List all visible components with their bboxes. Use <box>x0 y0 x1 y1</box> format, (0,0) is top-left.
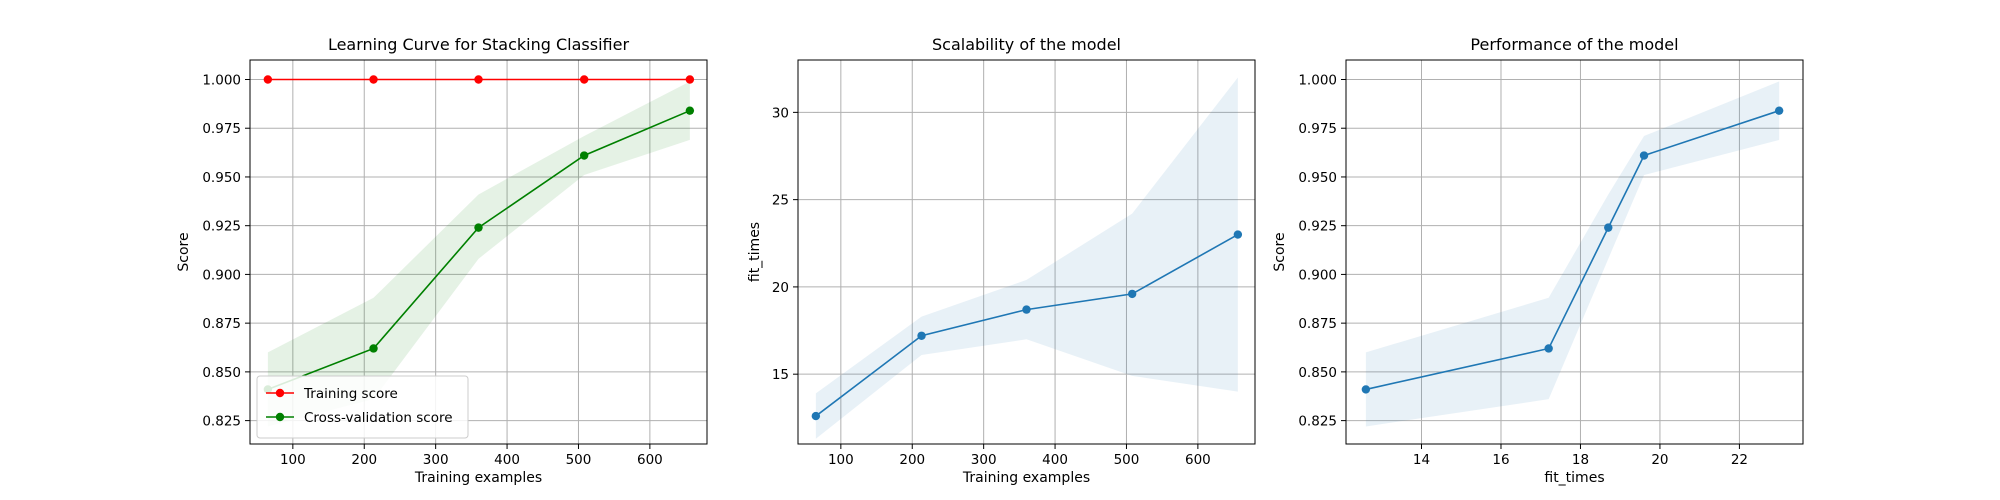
y-tick-label: 0.825 <box>1298 414 1337 430</box>
data-point <box>579 75 589 84</box>
y-tick-label: 0.850 <box>202 365 241 381</box>
axes-frame <box>1345 59 1804 445</box>
y-tick-label: 25 <box>772 193 789 209</box>
y-tick-label: 15 <box>772 367 789 383</box>
chart-title: Learning Curve for Stacking Classifier <box>328 35 630 54</box>
y-tick-label: 0.950 <box>202 170 241 186</box>
x-axis-label: fit_times <box>1544 470 1604 486</box>
x-tick-label: 400 <box>494 452 520 468</box>
y-tick-label: 30 <box>772 105 789 121</box>
y-tick-label: 0.875 <box>202 316 241 332</box>
chart-title: Scalability of the model <box>932 35 1121 54</box>
x-tick-label: 22 <box>1731 452 1748 468</box>
y-tick-label: 1.000 <box>1298 72 1337 88</box>
x-tick-label: 300 <box>423 452 449 468</box>
legend: Training score Cross-validation score <box>256 375 469 439</box>
y-tick-label: 0.950 <box>1298 170 1337 186</box>
x-tick-label: 600 <box>637 452 663 468</box>
legend-marker <box>275 388 285 398</box>
x-tick-label: 300 <box>971 452 997 468</box>
y-tick-label: 0.975 <box>202 121 241 137</box>
x-tick-label: 14 <box>1413 452 1430 468</box>
y-tick-label: 0.925 <box>1298 219 1337 235</box>
legend-marker <box>275 412 285 422</box>
data-point <box>263 75 273 84</box>
y-tick-label: 0.825 <box>202 414 241 430</box>
y-tick-label: 0.975 <box>1298 121 1337 137</box>
chart-panel-1: 100 200 300 400 500 600 0.825 0.850 0.875 0.900 0.… <box>176 35 708 486</box>
x-tick-label: 500 <box>566 452 592 468</box>
axes-frame <box>249 59 708 445</box>
data-point <box>685 75 695 84</box>
data-point <box>1127 289 1137 299</box>
data-point <box>474 75 483 84</box>
data-point <box>1604 223 1613 232</box>
data-point <box>917 331 926 340</box>
confidence-band <box>1365 81 1780 427</box>
legend-label: Cross-validation score <box>304 410 453 426</box>
data-point <box>1544 344 1553 353</box>
data-point <box>1639 151 1649 160</box>
x-tick-label: 200 <box>351 452 377 468</box>
data-point <box>685 106 695 115</box>
data-point <box>1361 385 1371 394</box>
chart-panel-2: 100 200 300 400 500 600 15 20 25 30 Scalability of… <box>747 35 1256 486</box>
x-tick-label: 200 <box>899 452 925 468</box>
data-point <box>369 75 378 84</box>
legend-label: Training score <box>303 386 398 402</box>
data-point <box>811 411 821 421</box>
confidence-band <box>267 81 690 427</box>
y-axis-label: Score <box>176 232 192 271</box>
x-tick-label: 500 <box>1114 452 1140 468</box>
data-point <box>1774 106 1784 115</box>
data-point <box>579 151 589 160</box>
x-tick-label: 20 <box>1651 452 1668 468</box>
x-axis-label: Training examples <box>414 470 542 486</box>
data-point <box>1022 305 1031 314</box>
x-axis-label: Training examples <box>962 470 1090 486</box>
x-tick-label: 16 <box>1492 452 1509 468</box>
data-point <box>369 344 378 353</box>
x-tick-label: 400 <box>1042 452 1068 468</box>
data-point <box>1233 230 1243 239</box>
y-tick-label: 0.925 <box>202 219 241 235</box>
legend-box <box>256 375 469 439</box>
y-axis-label: Score <box>1272 232 1288 271</box>
y-tick-label: 1.000 <box>202 72 241 88</box>
y-tick-label: 0.900 <box>202 267 241 283</box>
y-tick-label: 0.900 <box>1298 267 1337 283</box>
confidence-band <box>815 77 1238 439</box>
x-tick-label: 600 <box>1185 452 1211 468</box>
y-tick-label: 0.850 <box>1298 365 1337 381</box>
chart-title: Performance of the model <box>1470 35 1678 54</box>
x-tick-label: 18 <box>1572 452 1589 468</box>
x-tick-label: 100 <box>828 452 854 468</box>
axes-frame <box>797 59 1256 445</box>
y-tick-label: 0.875 <box>1298 316 1337 332</box>
y-tick-label: 20 <box>772 280 789 296</box>
data-point <box>474 223 483 232</box>
chart-panel-3: 14 16 18 20 22 0.825 0.850 0.875 0.900 0.925 0.950… <box>1272 35 1804 486</box>
y-axis-label: fit_times <box>747 222 763 282</box>
x-tick-label: 100 <box>280 452 306 468</box>
